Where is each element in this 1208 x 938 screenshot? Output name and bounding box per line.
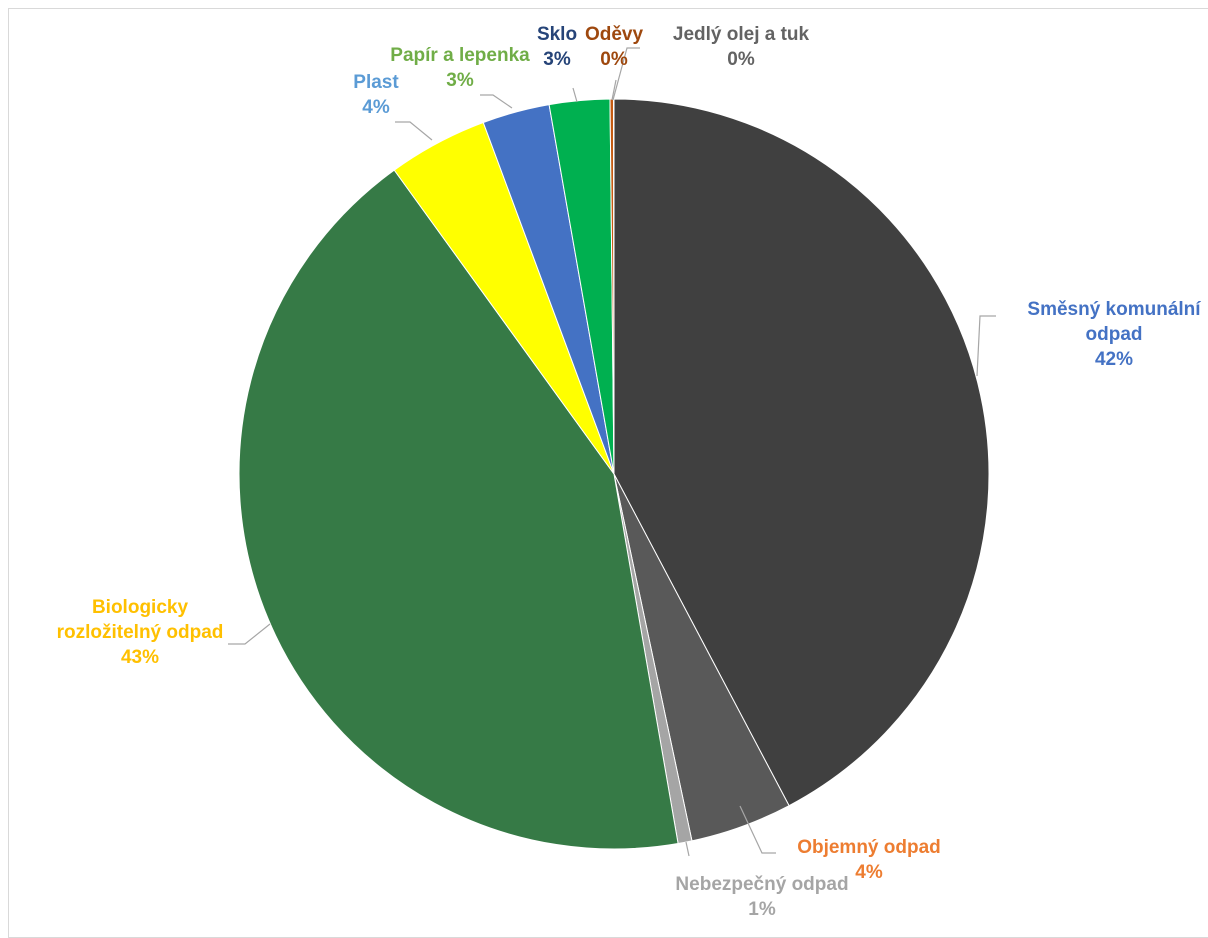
leader-line-papir-a-lepenka	[480, 95, 512, 108]
leader-line-biologicky-rozlozitelny-odpad	[228, 624, 270, 644]
leader-line-nebezpecny-odpad	[686, 842, 689, 856]
pie-slices	[239, 99, 989, 849]
leader-line-smesny-komunalni-odpad	[977, 316, 996, 376]
leader-line-sklo	[573, 88, 577, 102]
leader-line-plast	[395, 122, 432, 140]
